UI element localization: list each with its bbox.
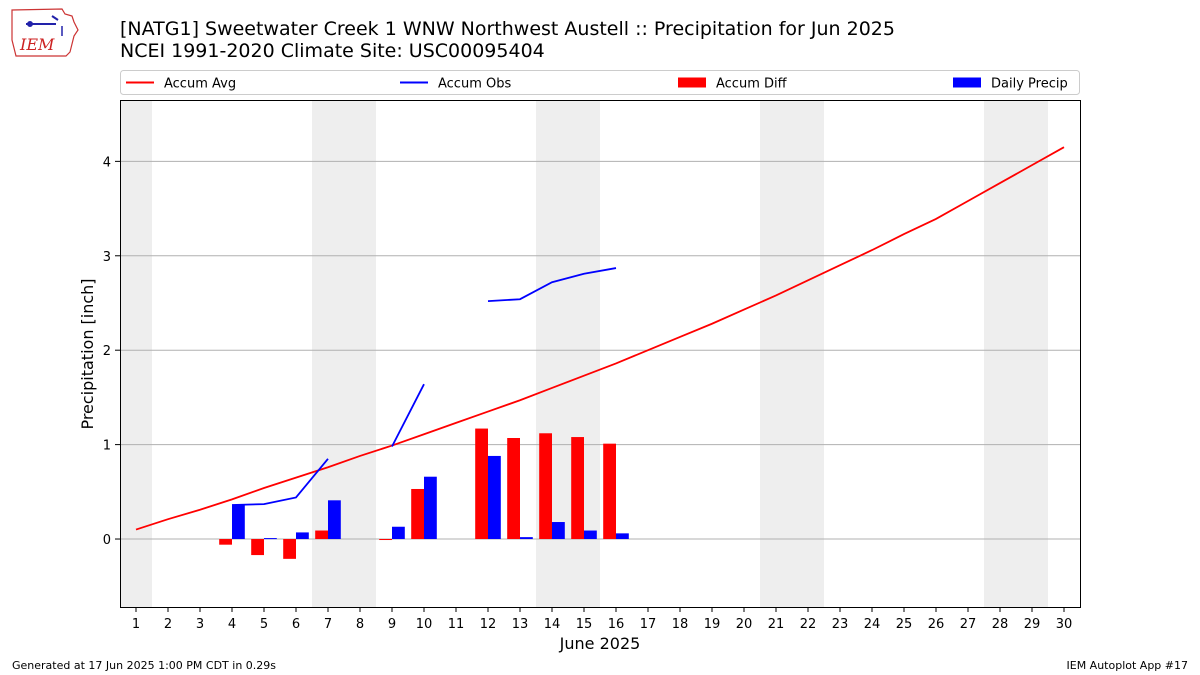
x-tick-label: 28 xyxy=(992,617,1009,632)
x-tick-label: 27 xyxy=(960,617,977,632)
x-tick-label: 3 xyxy=(196,617,204,632)
accum-obs-line xyxy=(231,458,329,506)
y-tick-label: 1 xyxy=(103,439,111,454)
x-tick-label: 2 xyxy=(164,617,172,632)
logo-text: IEM xyxy=(19,35,55,54)
iem-logo-icon: IEM xyxy=(11,8,79,57)
accum-diff-bar xyxy=(475,428,488,540)
daily-precip-bar xyxy=(488,455,501,540)
daily-precip-bar xyxy=(392,526,405,540)
legend-box xyxy=(120,70,1080,95)
weekend-band xyxy=(984,100,1048,607)
x-tick-label: 10 xyxy=(416,617,433,632)
x-tick-label: 17 xyxy=(640,617,657,632)
accum-obs-line xyxy=(391,383,425,447)
x-tick-label: 23 xyxy=(832,617,849,632)
weekend-band xyxy=(536,100,600,607)
accum-obs-line xyxy=(487,267,617,302)
legend-label-accum-diff: Accum Diff xyxy=(716,77,788,92)
accum-avg-line xyxy=(135,146,1065,531)
x-tick-label: 19 xyxy=(704,617,721,632)
accum-diff-bar xyxy=(219,539,232,545)
weather-station-icon xyxy=(26,15,63,36)
x-axis-label: June 2025 xyxy=(559,634,641,653)
daily-precip-bar xyxy=(264,538,277,540)
x-tick-label: 15 xyxy=(576,617,593,632)
x-tick-label: 26 xyxy=(928,617,945,632)
weekend-bands xyxy=(120,100,1048,607)
x-tick-label: 9 xyxy=(388,617,396,632)
accum-diff-bar xyxy=(283,539,296,559)
y-tick-label: 4 xyxy=(103,155,111,170)
plot-frame xyxy=(120,100,1081,608)
daily-precip-bar xyxy=(616,533,629,540)
daily-precip-bar xyxy=(296,532,309,540)
x-tick-label: 14 xyxy=(544,617,561,632)
legend: Accum Avg Accum Obs Accum Diff Daily Precip xyxy=(120,70,1080,95)
legend-swatch-daily-precip xyxy=(953,77,981,88)
accum-diff-bar xyxy=(251,539,264,556)
iowa-outline-shape xyxy=(11,8,79,57)
accum-diff-bar xyxy=(315,530,328,540)
y-tick-label: 0 xyxy=(103,533,111,548)
x-tick-label: 21 xyxy=(768,617,785,632)
footer-app-text: IEM Autoplot App #17 xyxy=(1066,659,1189,672)
weekend-band xyxy=(312,100,376,607)
daily-precip-bar xyxy=(424,476,437,540)
x-tick-label: 24 xyxy=(864,617,881,632)
x-tick-label: 6 xyxy=(292,617,300,632)
daily-precip-bar xyxy=(232,505,245,540)
x-tick-label: 18 xyxy=(672,617,689,632)
line-series xyxy=(135,146,1065,531)
x-tick-label: 1 xyxy=(132,617,140,632)
x-tick-label: 5 xyxy=(260,617,268,632)
daily-precip-bar xyxy=(552,522,565,540)
x-tick-label: 13 xyxy=(512,617,529,632)
chart-subtitle: NCEI 1991-2020 Climate Site: USC00095404 xyxy=(120,40,545,62)
daily-precip-bar xyxy=(520,537,533,540)
y-tick-label: 2 xyxy=(103,344,111,359)
x-tick-label: 16 xyxy=(608,617,625,632)
legend-label-accum-obs: Accum Obs xyxy=(438,77,511,92)
grid-lines xyxy=(120,160,1080,540)
x-tick-label: 12 xyxy=(480,617,497,632)
x-tick-label: 20 xyxy=(736,617,753,632)
x-tick-label: 4 xyxy=(228,617,236,632)
x-tick-label: 25 xyxy=(896,617,913,632)
x-tick-label: 29 xyxy=(1024,617,1041,632)
daily-precip-bar xyxy=(328,500,341,540)
accum-diff-bar xyxy=(507,438,520,540)
x-tick-label: 8 xyxy=(356,617,364,632)
legend-label-accum-avg: Accum Avg xyxy=(164,77,236,92)
chart-title: [NATG1] Sweetwater Creek 1 WNW Northwest… xyxy=(120,18,895,40)
weekend-band xyxy=(760,100,824,607)
y-tick-label: 3 xyxy=(103,250,111,265)
footer-generated-text: Generated at 17 Jun 2025 1:00 PM CDT in … xyxy=(12,659,277,672)
accum-diff-bar xyxy=(603,443,616,540)
accum-diff-bar xyxy=(571,437,584,540)
weekend-band xyxy=(120,100,152,607)
legend-label-daily-precip: Daily Precip xyxy=(991,77,1068,92)
x-tick-label: 11 xyxy=(448,617,465,632)
accum-diff-bar xyxy=(539,433,552,540)
x-tick-label: 22 xyxy=(800,617,817,632)
accum-diff-bar xyxy=(411,488,424,540)
legend-swatch-accum-diff xyxy=(678,77,706,88)
bar-series xyxy=(219,428,629,559)
daily-precip-bar xyxy=(584,530,597,540)
accum-diff-bar xyxy=(379,539,392,541)
x-tick-label: 7 xyxy=(324,617,332,632)
x-tick-label: 30 xyxy=(1056,617,1073,632)
y-axis-label: Precipitation [inch] xyxy=(78,278,97,429)
